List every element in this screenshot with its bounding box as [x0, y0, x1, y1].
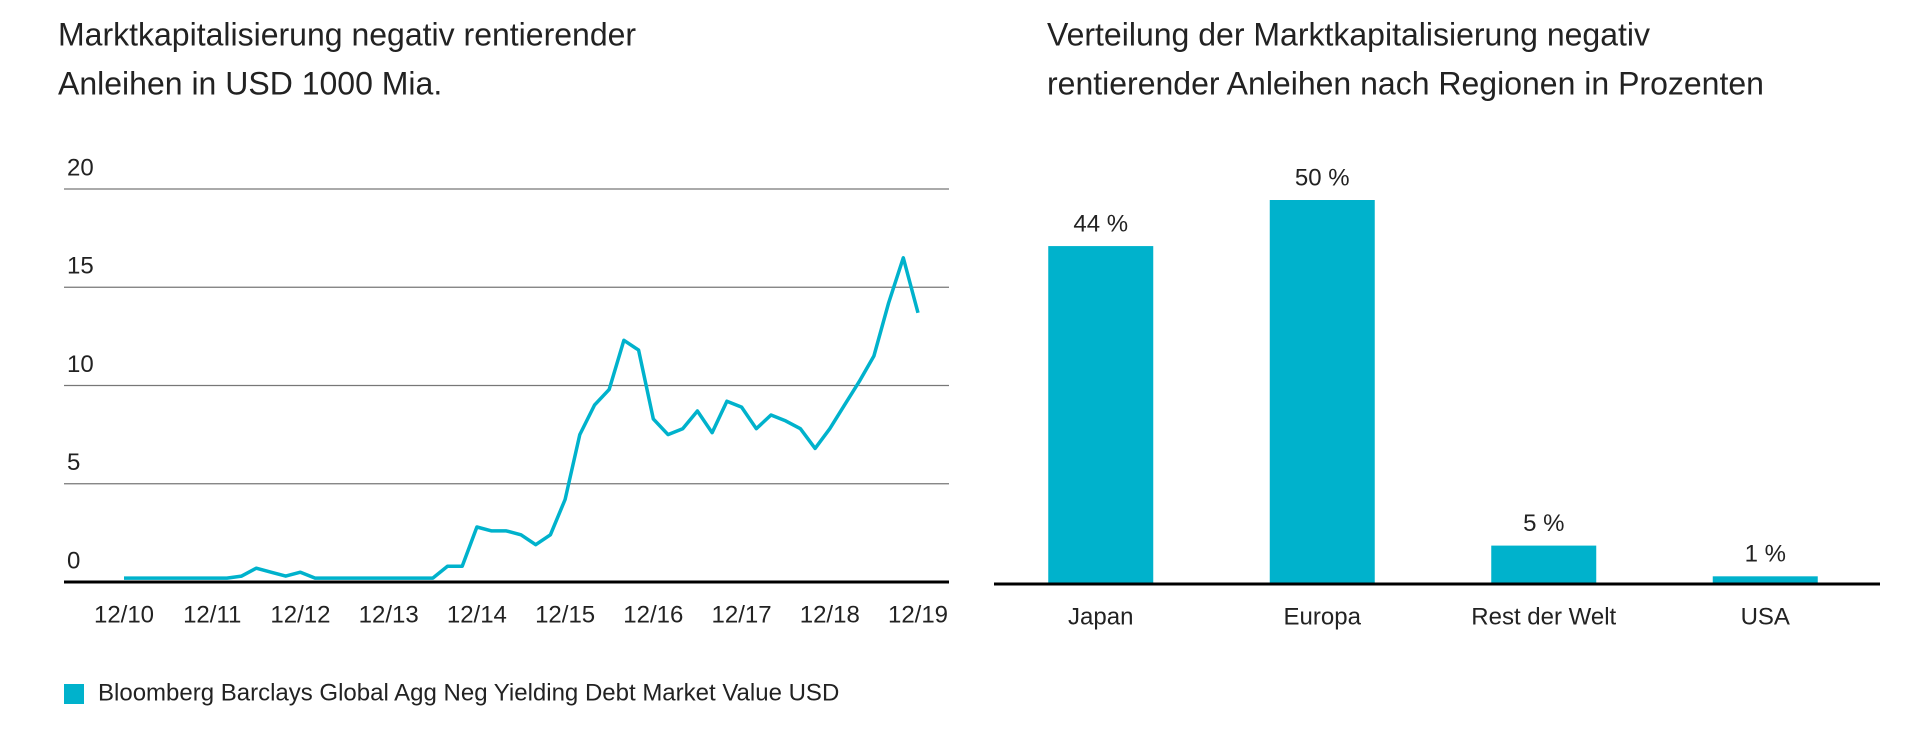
x-tick-label: 12/11	[183, 601, 241, 628]
x-tick-label: 12/17	[712, 601, 772, 628]
legend-label: Bloomberg Barclays Global Agg Neg Yieldi…	[98, 679, 839, 706]
x-tick-label: Europa	[1284, 603, 1362, 630]
value-label: 5 %	[1523, 510, 1564, 537]
y-tick-label: 5	[67, 449, 80, 476]
bar	[1048, 246, 1154, 584]
chart-title: Marktkapitalisierung negativ rentierende…	[58, 16, 636, 52]
x-tick-label: Rest der Welt	[1471, 603, 1616, 630]
x-tick-label: 12/10	[94, 601, 154, 628]
x-tick-label: 12/14	[447, 601, 507, 628]
y-tick-label: 20	[67, 154, 94, 181]
y-tick-label: 10	[67, 351, 94, 378]
x-tick-label: 12/13	[359, 601, 419, 628]
x-tick-label: 12/12	[270, 601, 330, 628]
bar	[1491, 545, 1597, 584]
chart-title: Verteilung der Marktkapitalisierung nega…	[1047, 16, 1650, 52]
x-tick-label: 12/19	[888, 601, 948, 628]
y-tick-label: 15	[67, 253, 94, 280]
value-label: 50 %	[1295, 164, 1350, 191]
value-label: 1 %	[1745, 541, 1786, 568]
legend-swatch	[64, 684, 84, 704]
bar	[1712, 576, 1818, 584]
chart-title: Anleihen in USD 1000 Mia.	[58, 65, 442, 101]
data-line	[124, 256, 920, 580]
y-tick-label: 0	[67, 547, 80, 574]
x-tick-label: Japan	[1068, 603, 1133, 630]
x-tick-label: USA	[1741, 603, 1790, 630]
bar	[1269, 200, 1375, 584]
value-label: 44 %	[1073, 210, 1128, 237]
chart-title: rentierender Anleihen nach Regionen in P…	[1047, 65, 1764, 101]
x-tick-label: 12/18	[800, 601, 860, 628]
x-tick-label: 12/15	[535, 601, 595, 628]
x-tick-label: 12/16	[623, 601, 683, 628]
